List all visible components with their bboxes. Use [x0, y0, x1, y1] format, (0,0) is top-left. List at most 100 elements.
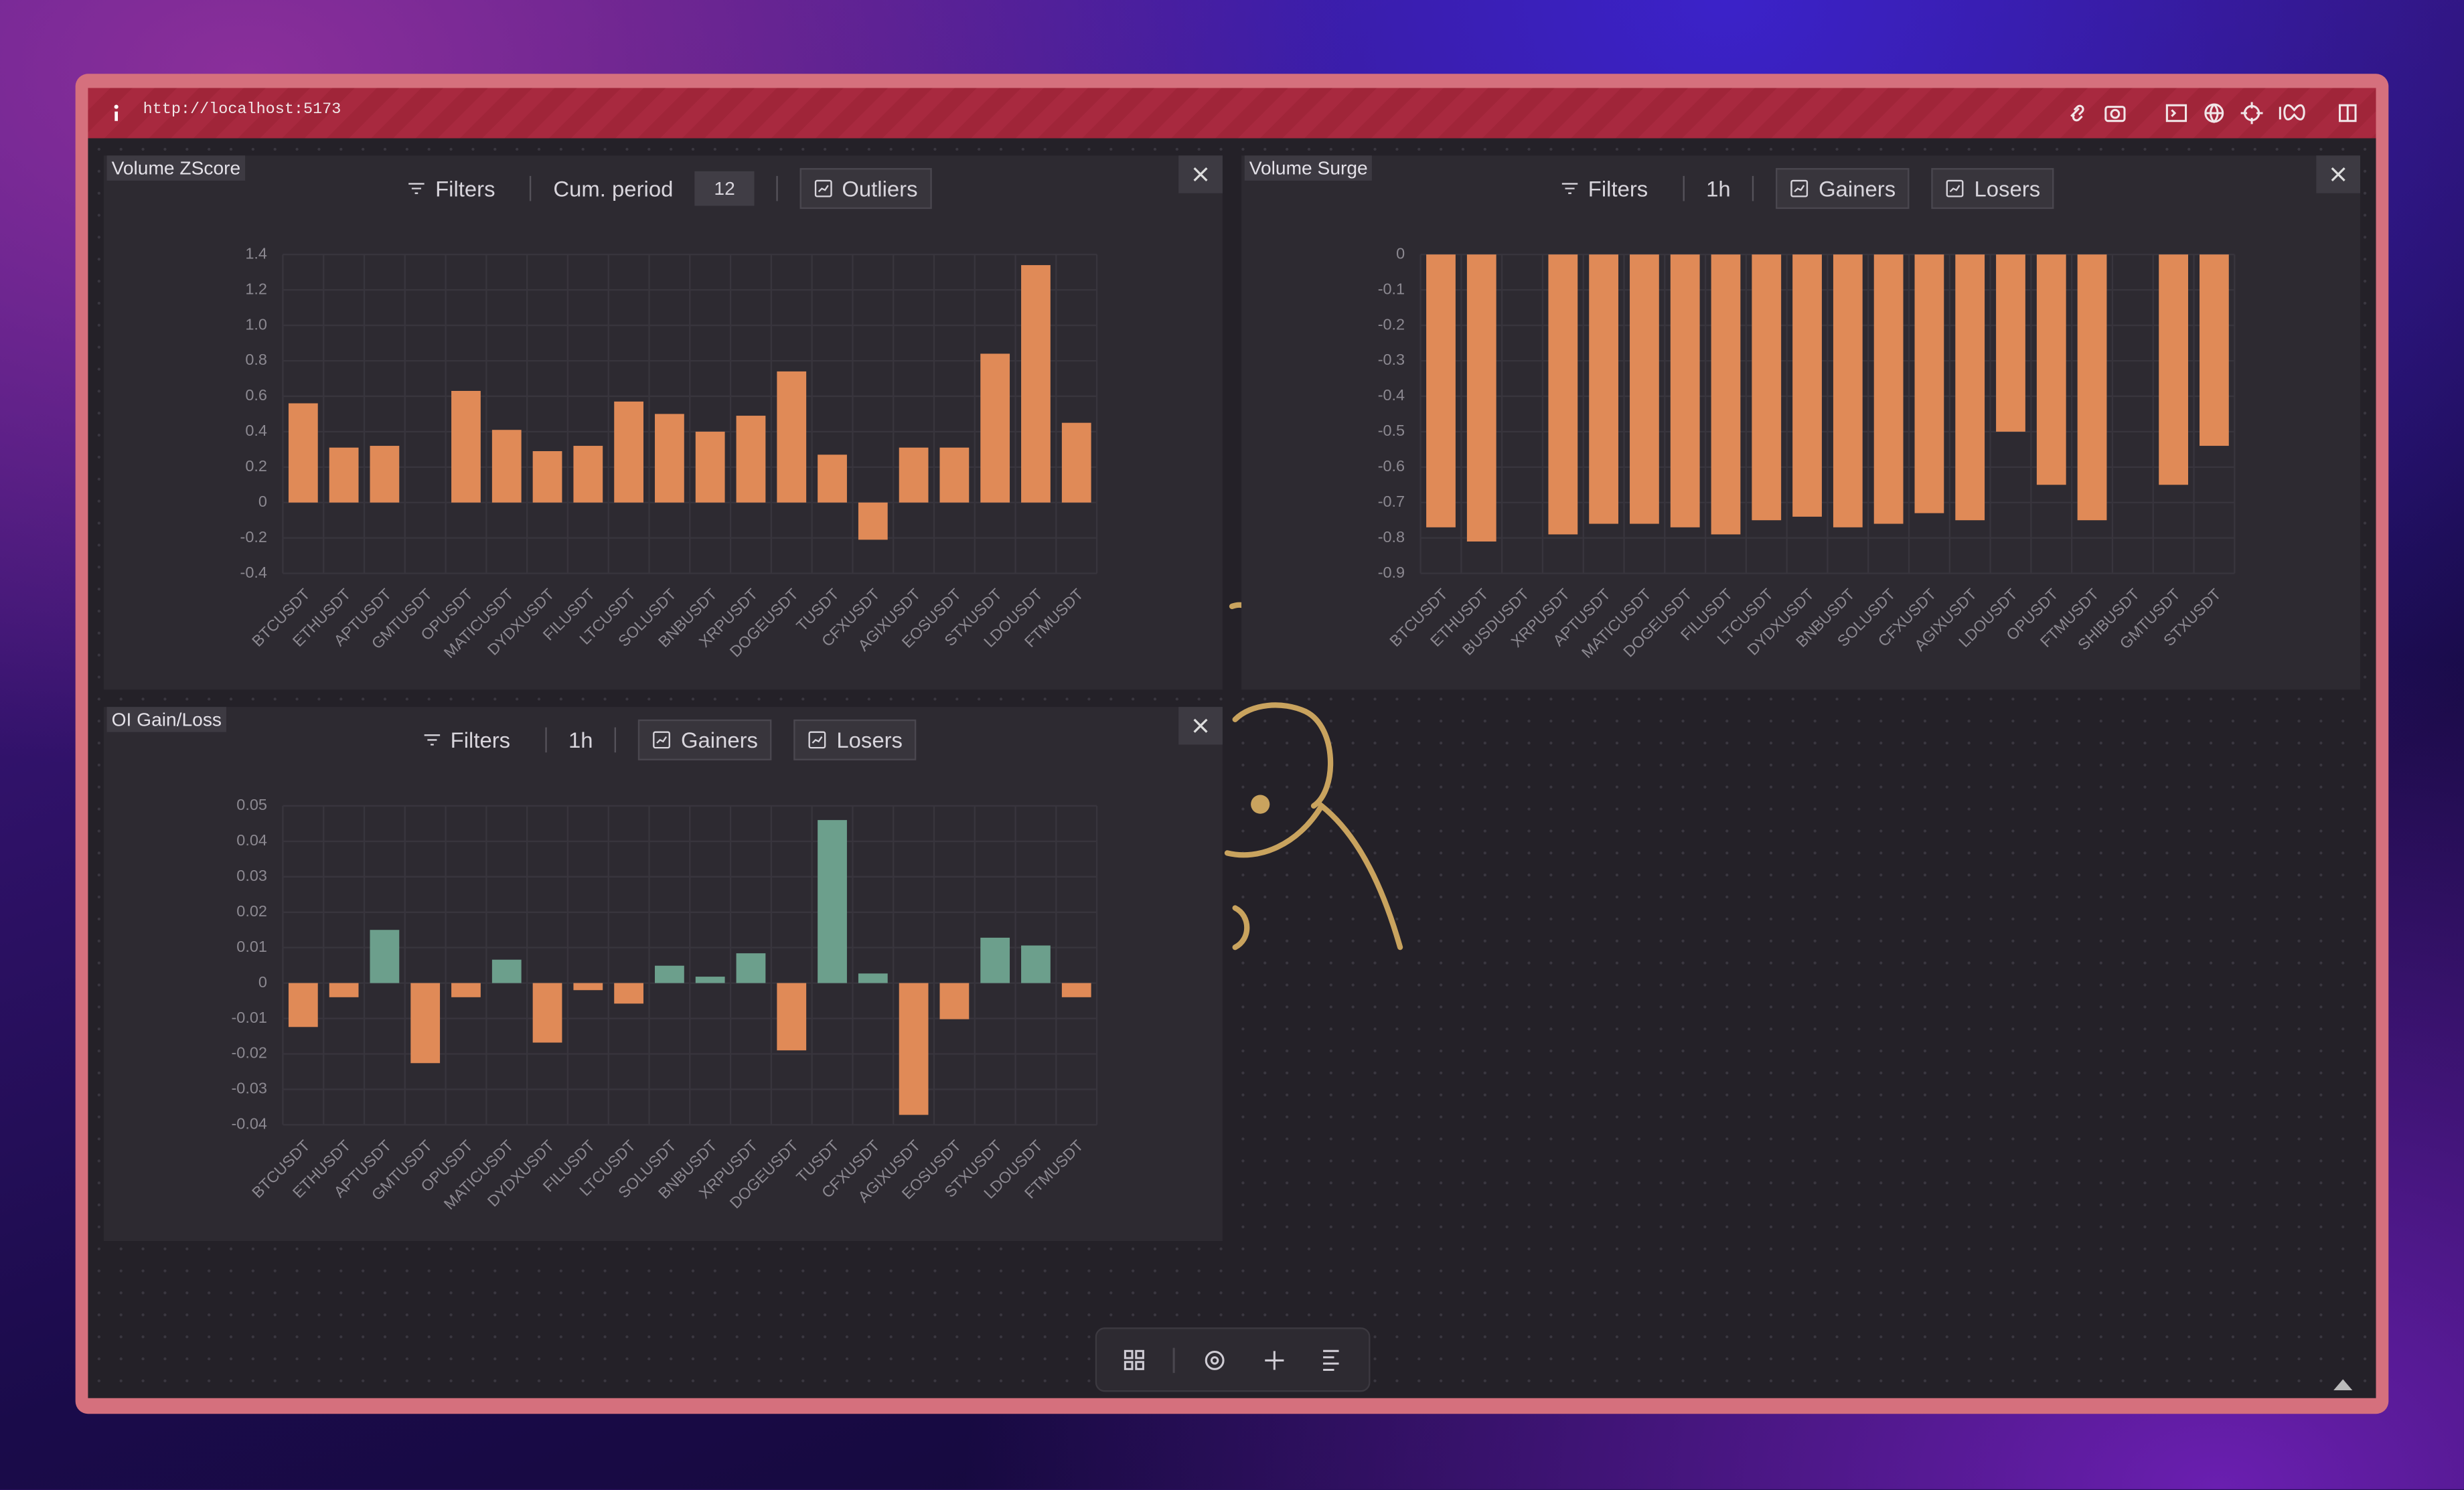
toggle-button[interactable]: Losers — [1932, 168, 2055, 210]
y-tick-label: 0.05 — [236, 796, 267, 813]
bar — [370, 930, 400, 983]
bar — [858, 973, 888, 983]
y-tick-label: 0 — [1396, 244, 1405, 262]
bar — [1996, 254, 2025, 432]
bar — [736, 416, 766, 503]
filter-icon — [1561, 183, 1577, 194]
y-tick-label: -0.04 — [232, 1115, 267, 1133]
bar — [1630, 254, 1659, 524]
y-tick-label: 0.01 — [236, 938, 267, 955]
bar — [451, 391, 481, 503]
bar — [695, 431, 725, 503]
workspace: Filters Cum. period 12 Outliers Volume Z… — [88, 138, 2376, 1398]
separator — [1752, 175, 1754, 201]
bar — [2200, 254, 2229, 446]
y-tick-label: 0.4 — [245, 422, 267, 439]
y-tick-label: -0.9 — [1378, 564, 1405, 581]
bar — [1914, 254, 1944, 513]
bar — [2036, 254, 2066, 485]
dock — [1095, 1327, 1371, 1392]
info-icon[interactable] — [110, 104, 123, 122]
bar — [451, 983, 481, 997]
label: Outliers — [842, 175, 918, 201]
chart: -0.4-0.200.20.40.60.81.01.21.4BTCUSDTETH… — [240, 244, 1098, 661]
browser-window: http://localhost:5173 Filters Cum. perio… — [75, 74, 2389, 1414]
bar — [614, 983, 643, 1004]
panel-controls: Filters 1h Gainers Losers — [104, 718, 1223, 762]
y-tick-label: 0.04 — [236, 831, 267, 849]
filters-button[interactable]: Filters — [394, 169, 508, 207]
label: Filters — [435, 175, 495, 201]
bar — [655, 965, 684, 983]
label: Gainers — [1819, 175, 1896, 201]
bar — [939, 983, 970, 1019]
toolbar-icons[interactable] — [2068, 100, 2367, 126]
bar — [980, 353, 1010, 503]
close-icon — [1193, 167, 1208, 182]
bar — [573, 446, 603, 503]
y-tick-label: -0.7 — [1378, 493, 1405, 510]
y-tick-label: 0.03 — [236, 867, 267, 884]
y-tick-label: 0.02 — [236, 902, 267, 920]
bar — [1061, 422, 1091, 503]
y-tick-label: 0 — [258, 493, 267, 510]
timeframe[interactable]: 1h — [568, 727, 593, 753]
filter-icon — [408, 183, 425, 194]
y-tick-label: 0.8 — [245, 351, 267, 368]
period-input[interactable]: 12 — [695, 171, 754, 206]
bar — [370, 446, 400, 503]
y-tick-label: -0.2 — [240, 528, 267, 546]
filters-button[interactable]: Filters — [410, 721, 523, 758]
toggle-button[interactable]: Outliers — [799, 168, 932, 210]
panel: Filters 1h Gainers Losers OI Gain/Loss -… — [103, 707, 1223, 1242]
bar — [329, 983, 359, 997]
bar — [573, 983, 603, 991]
bar — [818, 454, 847, 503]
panel: Filters 1h Gainers Losers Volume Surge -… — [1241, 155, 2361, 690]
bar — [980, 937, 1010, 983]
separator — [1682, 175, 1685, 201]
toggle-button[interactable]: Gainers — [1776, 168, 1910, 210]
dock-icons[interactable] — [1097, 1329, 1369, 1390]
url: http://localhost:5173 — [143, 102, 341, 120]
timeframe[interactable]: 1h — [1706, 175, 1731, 201]
separator — [775, 175, 778, 201]
chart-icon — [809, 731, 827, 749]
bar — [614, 401, 643, 503]
y-tick-label: -0.5 — [1378, 422, 1405, 439]
bar — [532, 983, 562, 1043]
toggle-button[interactable]: Losers — [793, 719, 917, 760]
panel-controls: Filters 1h Gainers Losers — [1241, 167, 2360, 211]
bar — [777, 983, 807, 1051]
bar — [858, 502, 888, 540]
bar — [288, 983, 318, 1027]
period-label: Cum. period — [553, 175, 674, 201]
bar — [2159, 254, 2188, 485]
filters-button[interactable]: Filters — [1547, 169, 1661, 207]
panel: Filters Cum. period 12 Outliers Volume Z… — [103, 155, 1223, 690]
close-button[interactable] — [1178, 707, 1223, 745]
bar — [1873, 254, 1904, 524]
bar — [410, 983, 441, 1064]
title-bar: http://localhost:5173 — [88, 88, 2376, 139]
y-tick-label: 1.4 — [245, 244, 267, 262]
separator — [615, 727, 617, 753]
bar — [1061, 983, 1091, 997]
close-button[interactable] — [2316, 155, 2361, 193]
scroll-up[interactable] — [2332, 1376, 2354, 1392]
filter-icon — [423, 734, 440, 746]
bar — [288, 403, 318, 503]
close-icon — [1193, 718, 1208, 733]
y-tick-label: 0.2 — [245, 457, 267, 475]
toggle-button[interactable]: Gainers — [638, 719, 773, 760]
bar — [1752, 254, 1782, 521]
bar — [1955, 254, 1985, 521]
bar — [329, 447, 359, 503]
separator — [530, 175, 532, 201]
bar — [655, 414, 684, 503]
y-tick-label: -0.3 — [1378, 351, 1405, 368]
label: Losers — [836, 727, 903, 753]
close-button[interactable] — [1178, 155, 1223, 193]
bar — [1833, 254, 1863, 527]
